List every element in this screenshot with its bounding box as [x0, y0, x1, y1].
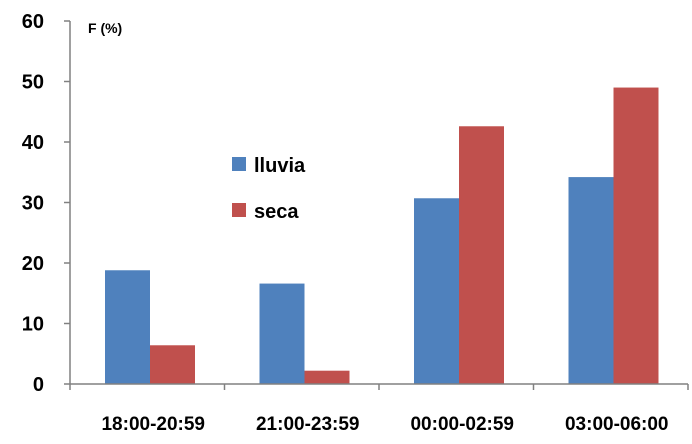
x-tick-label: 03:00-06:00 [565, 414, 669, 435]
bar-lluvia [414, 198, 459, 384]
legend-swatch-seca [232, 203, 246, 217]
bar-lluvia [259, 283, 305, 384]
y-tick-label: 20 [22, 253, 44, 275]
y-tick-label: 60 [22, 11, 44, 33]
bar-lluvia [568, 177, 614, 384]
x-tick-label: 00:00-02:59 [410, 414, 514, 435]
chart-marks [105, 87, 659, 385]
y-tick-label: 40 [22, 132, 44, 154]
y-tick-label: 10 [22, 314, 44, 336]
y-axis-label: F (%) [88, 20, 122, 36]
bar-lluvia [105, 270, 150, 384]
x-axis-ticks: 18:00-20:59 21:00-23:59 00:00-02:59 03:00-0… [69, 384, 689, 435]
legend-label-lluvia: lluvia [254, 155, 306, 177]
y-tick-label: 30 [22, 193, 44, 215]
y-tick-label: 50 [22, 72, 44, 94]
bar-seca [613, 87, 659, 385]
x-tick-label: 21:00-23:59 [256, 414, 360, 435]
bar-seca [459, 126, 504, 385]
bar-seca [304, 370, 350, 384]
y-axis-ticks: 0 10 20 30 40 50 60 [22, 11, 70, 396]
y-tick-label: 0 [33, 374, 44, 396]
legend: lluvia seca [232, 155, 306, 223]
bar-seca [150, 345, 195, 384]
legend-swatch-lluvia [232, 157, 246, 171]
x-tick-label: 18:00-20:59 [101, 414, 205, 435]
legend-label-seca: seca [254, 201, 299, 223]
